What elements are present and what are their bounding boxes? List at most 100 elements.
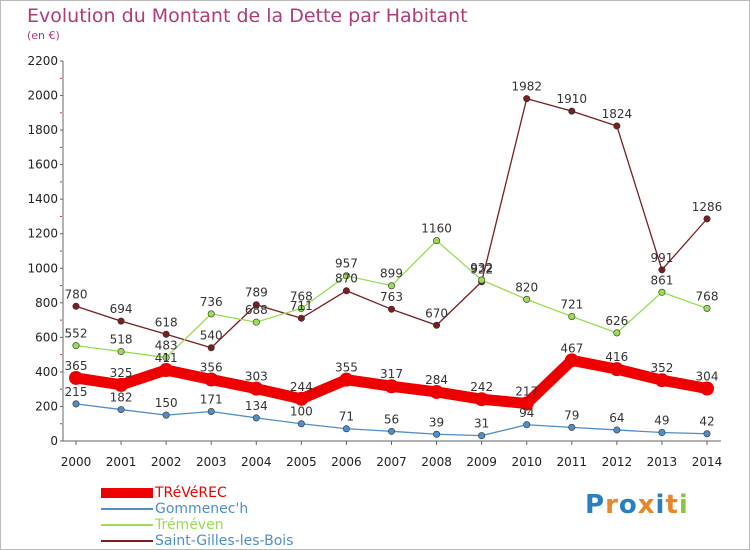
- y-tick-label: 1400: [27, 192, 58, 206]
- data-point: [297, 304, 305, 312]
- data-label: 31: [474, 417, 489, 431]
- data-label: 870: [335, 272, 358, 286]
- x-tick-label: 2011: [557, 455, 588, 469]
- data-point: [342, 287, 350, 295]
- data-label: 1160: [421, 222, 452, 236]
- data-point: [478, 432, 486, 440]
- data-label: 352: [650, 361, 673, 375]
- data-point: [658, 429, 666, 437]
- y-tick-label: 600: [35, 330, 58, 344]
- data-point: [384, 379, 399, 394]
- unit-label: (en €): [27, 29, 60, 42]
- data-label: 688: [245, 303, 268, 317]
- data-point: [429, 384, 444, 399]
- data-label: 552: [65, 327, 88, 341]
- data-label: 763: [380, 290, 403, 304]
- data-point: [387, 305, 395, 313]
- legend-swatch: [101, 540, 153, 542]
- data-point: [568, 312, 576, 320]
- x-tick-label: 2008: [421, 455, 452, 469]
- data-label: 56: [384, 412, 399, 426]
- data-point: [72, 302, 80, 310]
- data-label: 39: [429, 415, 444, 429]
- x-tick-label: 2014: [692, 455, 723, 469]
- data-point: [609, 362, 624, 377]
- y-tick-label: 2000: [27, 89, 58, 103]
- data-point: [117, 406, 125, 414]
- legend-swatch: [101, 488, 153, 498]
- data-point: [474, 392, 489, 407]
- data-point: [564, 353, 579, 368]
- data-label: 42: [699, 415, 714, 429]
- data-point: [252, 318, 260, 326]
- y-tick-label: 1600: [27, 158, 58, 172]
- data-label: 820: [515, 280, 538, 294]
- legend-label: TRéVéREC: [155, 485, 227, 501]
- data-label: 79: [564, 408, 579, 422]
- data-point: [207, 310, 215, 318]
- data-label: 711: [290, 299, 313, 313]
- data-point: [162, 411, 170, 419]
- data-point: [297, 420, 305, 428]
- data-label: 1286: [692, 200, 723, 214]
- data-label: 317: [380, 367, 403, 381]
- data-label: 694: [110, 302, 133, 316]
- x-tick-label: 2003: [196, 455, 227, 469]
- data-label: 244: [290, 380, 313, 394]
- data-point: [658, 288, 666, 296]
- data-label: 94: [519, 406, 534, 420]
- data-point: [342, 425, 350, 433]
- data-label: 736: [200, 295, 223, 309]
- x-tick-label: 2005: [286, 455, 317, 469]
- x-tick-label: 2010: [511, 455, 542, 469]
- data-point: [339, 372, 354, 387]
- data-point: [519, 396, 534, 411]
- x-tick-label: 2007: [376, 455, 407, 469]
- data-label: 356: [200, 361, 223, 375]
- data-label: 134: [245, 399, 268, 413]
- x-tick-label: 2001: [106, 455, 137, 469]
- y-tick-label: 1000: [27, 261, 58, 275]
- data-label: 150: [155, 396, 178, 410]
- data-point: [117, 317, 125, 325]
- data-point: [162, 354, 170, 362]
- data-point: [568, 423, 576, 431]
- data-label: 64: [609, 411, 624, 425]
- data-label: 1910: [557, 92, 588, 106]
- chart-title: Evolution du Montant de la Dette par Hab…: [27, 5, 468, 27]
- y-tick-label: 200: [35, 399, 58, 413]
- y-tick-label: 1200: [27, 227, 58, 241]
- data-point: [433, 430, 441, 438]
- data-label: 991: [650, 251, 673, 265]
- data-point: [703, 304, 711, 312]
- data-label: 215: [65, 385, 88, 399]
- data-label: 411: [155, 351, 178, 365]
- data-point: [523, 421, 531, 429]
- data-point: [249, 381, 264, 396]
- data-label: 721: [560, 297, 583, 311]
- x-tick-label: 2002: [151, 455, 182, 469]
- data-label: 957: [335, 257, 358, 271]
- data-label: 618: [155, 315, 178, 329]
- data-point: [478, 276, 486, 284]
- data-point: [159, 363, 174, 378]
- data-point: [703, 215, 711, 223]
- x-tick-label: 2013: [647, 455, 678, 469]
- x-tick-label: 2006: [331, 455, 362, 469]
- data-point: [433, 237, 441, 245]
- data-label: 365: [65, 359, 88, 373]
- data-point: [568, 107, 576, 115]
- x-tick-label: 2000: [61, 455, 92, 469]
- data-label: 49: [654, 414, 669, 428]
- data-label: 861: [650, 273, 673, 287]
- data-point: [523, 295, 531, 303]
- data-label: 483: [155, 339, 178, 353]
- data-point: [72, 342, 80, 350]
- x-tick-label: 2009: [466, 455, 497, 469]
- data-point: [69, 370, 83, 385]
- data-point: [294, 391, 309, 406]
- data-label: 416: [605, 350, 628, 364]
- data-point: [703, 430, 711, 438]
- y-tick-label: 400: [35, 365, 58, 379]
